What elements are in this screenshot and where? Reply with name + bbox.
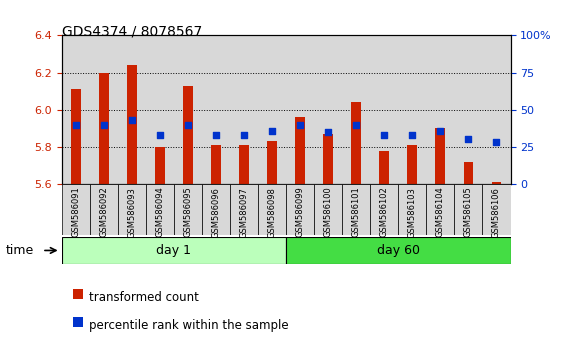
Point	[240, 132, 249, 138]
Bar	[183, 86, 193, 184]
Text: GSM586100: GSM586100	[324, 187, 333, 238]
Text: GSM586091: GSM586091	[71, 187, 80, 238]
Bar	[62, 35, 90, 184]
Bar	[286, 35, 314, 184]
Point	[71, 122, 80, 127]
Bar	[426, 35, 454, 184]
Bar	[370, 35, 398, 184]
Text: GSM586104: GSM586104	[436, 187, 445, 238]
Bar	[463, 162, 473, 184]
Text: day 60: day 60	[377, 244, 420, 257]
Text: day 1: day 1	[157, 244, 191, 257]
Bar	[62, 184, 90, 235]
Bar	[342, 184, 370, 235]
Bar	[426, 184, 454, 235]
Bar	[286, 237, 511, 264]
Point	[408, 132, 417, 138]
Text: GSM586102: GSM586102	[380, 187, 389, 238]
Text: GSM586094: GSM586094	[155, 187, 164, 238]
Text: GSM586096: GSM586096	[211, 187, 220, 238]
Bar	[435, 128, 445, 184]
Bar	[211, 145, 221, 184]
Bar	[267, 141, 277, 184]
Point	[183, 122, 192, 127]
Text: percentile rank within the sample: percentile rank within the sample	[89, 319, 288, 332]
Bar	[99, 73, 109, 184]
Bar	[258, 35, 286, 184]
Point	[324, 129, 333, 135]
Text: transformed count: transformed count	[89, 291, 199, 304]
Bar	[90, 184, 118, 235]
Bar	[323, 134, 333, 184]
Point	[127, 117, 136, 123]
Point	[155, 132, 164, 138]
Bar	[314, 35, 342, 184]
Bar	[286, 184, 314, 235]
Point	[99, 122, 108, 127]
Bar	[146, 184, 174, 235]
Text: GSM586093: GSM586093	[127, 187, 136, 238]
Bar	[491, 182, 502, 184]
Point	[352, 122, 361, 127]
Bar	[379, 150, 389, 184]
Text: GSM586095: GSM586095	[183, 187, 192, 238]
Bar	[370, 184, 398, 235]
Point	[268, 128, 277, 133]
Bar	[351, 102, 361, 184]
Text: GSM586103: GSM586103	[408, 187, 417, 238]
Bar	[398, 35, 426, 184]
Bar	[230, 35, 258, 184]
Bar	[454, 184, 482, 235]
Bar	[239, 145, 249, 184]
Bar	[398, 184, 426, 235]
Bar	[482, 35, 511, 184]
Text: GSM586105: GSM586105	[464, 187, 473, 238]
Bar	[71, 89, 81, 184]
Point	[211, 132, 220, 138]
Text: GSM586099: GSM586099	[296, 187, 305, 238]
Bar	[258, 184, 286, 235]
Bar	[342, 35, 370, 184]
Text: GSM586092: GSM586092	[99, 187, 108, 238]
Text: GSM586101: GSM586101	[352, 187, 361, 238]
Point	[464, 137, 473, 142]
Bar	[202, 35, 230, 184]
Bar	[62, 237, 286, 264]
Bar	[295, 117, 305, 184]
Bar	[155, 147, 165, 184]
Point	[296, 122, 305, 127]
Bar	[174, 184, 202, 235]
Bar	[482, 184, 511, 235]
Text: GDS4374 / 8078567: GDS4374 / 8078567	[62, 25, 202, 39]
Text: time: time	[6, 244, 34, 257]
Bar	[407, 145, 417, 184]
Bar	[90, 35, 118, 184]
Bar	[127, 65, 137, 184]
Point	[436, 128, 445, 133]
Point	[380, 132, 389, 138]
Bar	[118, 35, 146, 184]
Bar	[314, 184, 342, 235]
Bar	[202, 184, 230, 235]
Bar	[118, 184, 146, 235]
Bar	[230, 184, 258, 235]
Point	[492, 139, 501, 145]
Text: GSM586098: GSM586098	[268, 187, 277, 238]
Text: GSM586106: GSM586106	[492, 187, 501, 238]
Text: GSM586097: GSM586097	[240, 187, 249, 238]
Bar	[174, 35, 202, 184]
Bar	[146, 35, 174, 184]
Bar	[454, 35, 482, 184]
